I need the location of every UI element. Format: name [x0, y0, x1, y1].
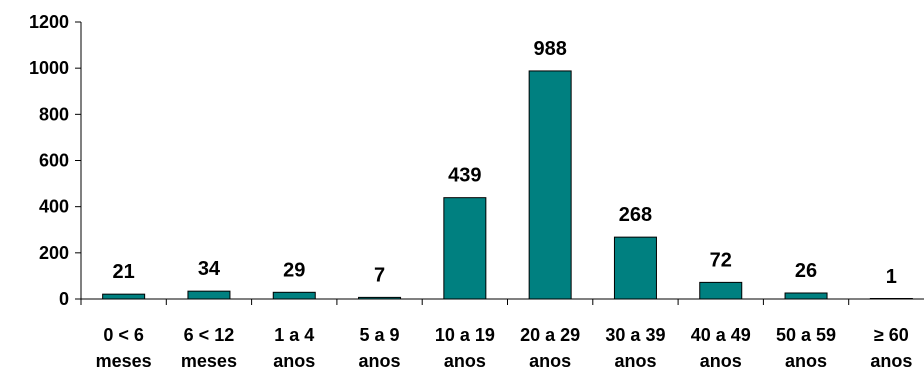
y-tick-label: 0 — [59, 289, 69, 309]
bar — [358, 296, 402, 300]
category-label-line: anos — [785, 351, 827, 371]
category-label: ≥ 60 anos — [870, 325, 912, 371]
category-label: 50 a 59 anos — [776, 325, 836, 371]
category-label: 20 a 29 anos — [520, 325, 580, 371]
category-label-line: anos — [614, 351, 656, 371]
category-label-line: 40 a 49 — [691, 325, 751, 345]
data-label: 72 — [710, 249, 732, 271]
category-label-line: ≥ 60 — [874, 325, 909, 345]
y-axis: 0 200 400 600 800 1000 1200 — [29, 12, 82, 309]
category-label-line: 30 a 39 — [605, 325, 665, 345]
category-label-line: meses — [181, 351, 237, 371]
category-label: 30 a 39 anos — [605, 325, 665, 371]
y-tick-label: 800 — [39, 104, 69, 124]
category-label: 1 a 4 anos — [273, 325, 315, 371]
y-tick-label: 600 — [39, 151, 69, 171]
category-label-line: anos — [444, 351, 486, 371]
bar — [699, 281, 743, 300]
data-label: 29 — [283, 259, 305, 281]
category-label-line: anos — [359, 351, 401, 371]
bar — [528, 70, 572, 300]
category-label-line: anos — [273, 351, 315, 371]
y-tick-label: 1200 — [29, 12, 69, 32]
category-label-line: 1 a 4 — [274, 325, 314, 345]
data-label: 1 — [886, 266, 897, 288]
data-labels: 21 34 29 7 439 988 268 72 26 1 — [113, 38, 897, 288]
data-label: 34 — [198, 258, 221, 280]
data-label: 21 — [113, 261, 135, 283]
category-label-line: 6 < 12 — [184, 325, 235, 345]
bar — [272, 291, 316, 300]
category-label-line: anos — [700, 351, 742, 371]
category-label: 0 < 6 meses — [96, 325, 152, 371]
data-label: 988 — [533, 38, 566, 60]
bar — [443, 197, 487, 300]
x-axis — [80, 298, 924, 305]
category-label: 10 a 19 anos — [435, 325, 495, 371]
data-label: 7 — [374, 264, 385, 286]
category-label-line: anos — [529, 351, 571, 371]
category-label-line: 0 < 6 — [103, 325, 144, 345]
bar — [187, 290, 231, 300]
bar — [102, 293, 146, 300]
category-label-line: 5 a 9 — [360, 325, 400, 345]
category-label: 6 < 12 meses — [181, 325, 237, 371]
data-label: 268 — [619, 204, 652, 226]
category-label: 5 a 9 anos — [359, 325, 401, 371]
bar — [613, 236, 657, 300]
category-label-line: 50 a 59 — [776, 325, 836, 345]
category-label-line: 20 a 29 — [520, 325, 580, 345]
category-label: 40 a 49 anos — [691, 325, 751, 371]
y-tick-label: 1000 — [29, 58, 69, 78]
bar — [869, 298, 913, 300]
y-tick-label: 200 — [39, 243, 69, 263]
category-label-line: anos — [870, 351, 912, 371]
bars — [102, 70, 913, 300]
data-label: 439 — [448, 165, 481, 187]
data-label: 26 — [795, 260, 817, 282]
bar — [784, 292, 828, 300]
category-label-line: meses — [96, 351, 152, 371]
y-tick-label: 400 — [39, 197, 69, 217]
category-label-line: 10 a 19 — [435, 325, 495, 345]
